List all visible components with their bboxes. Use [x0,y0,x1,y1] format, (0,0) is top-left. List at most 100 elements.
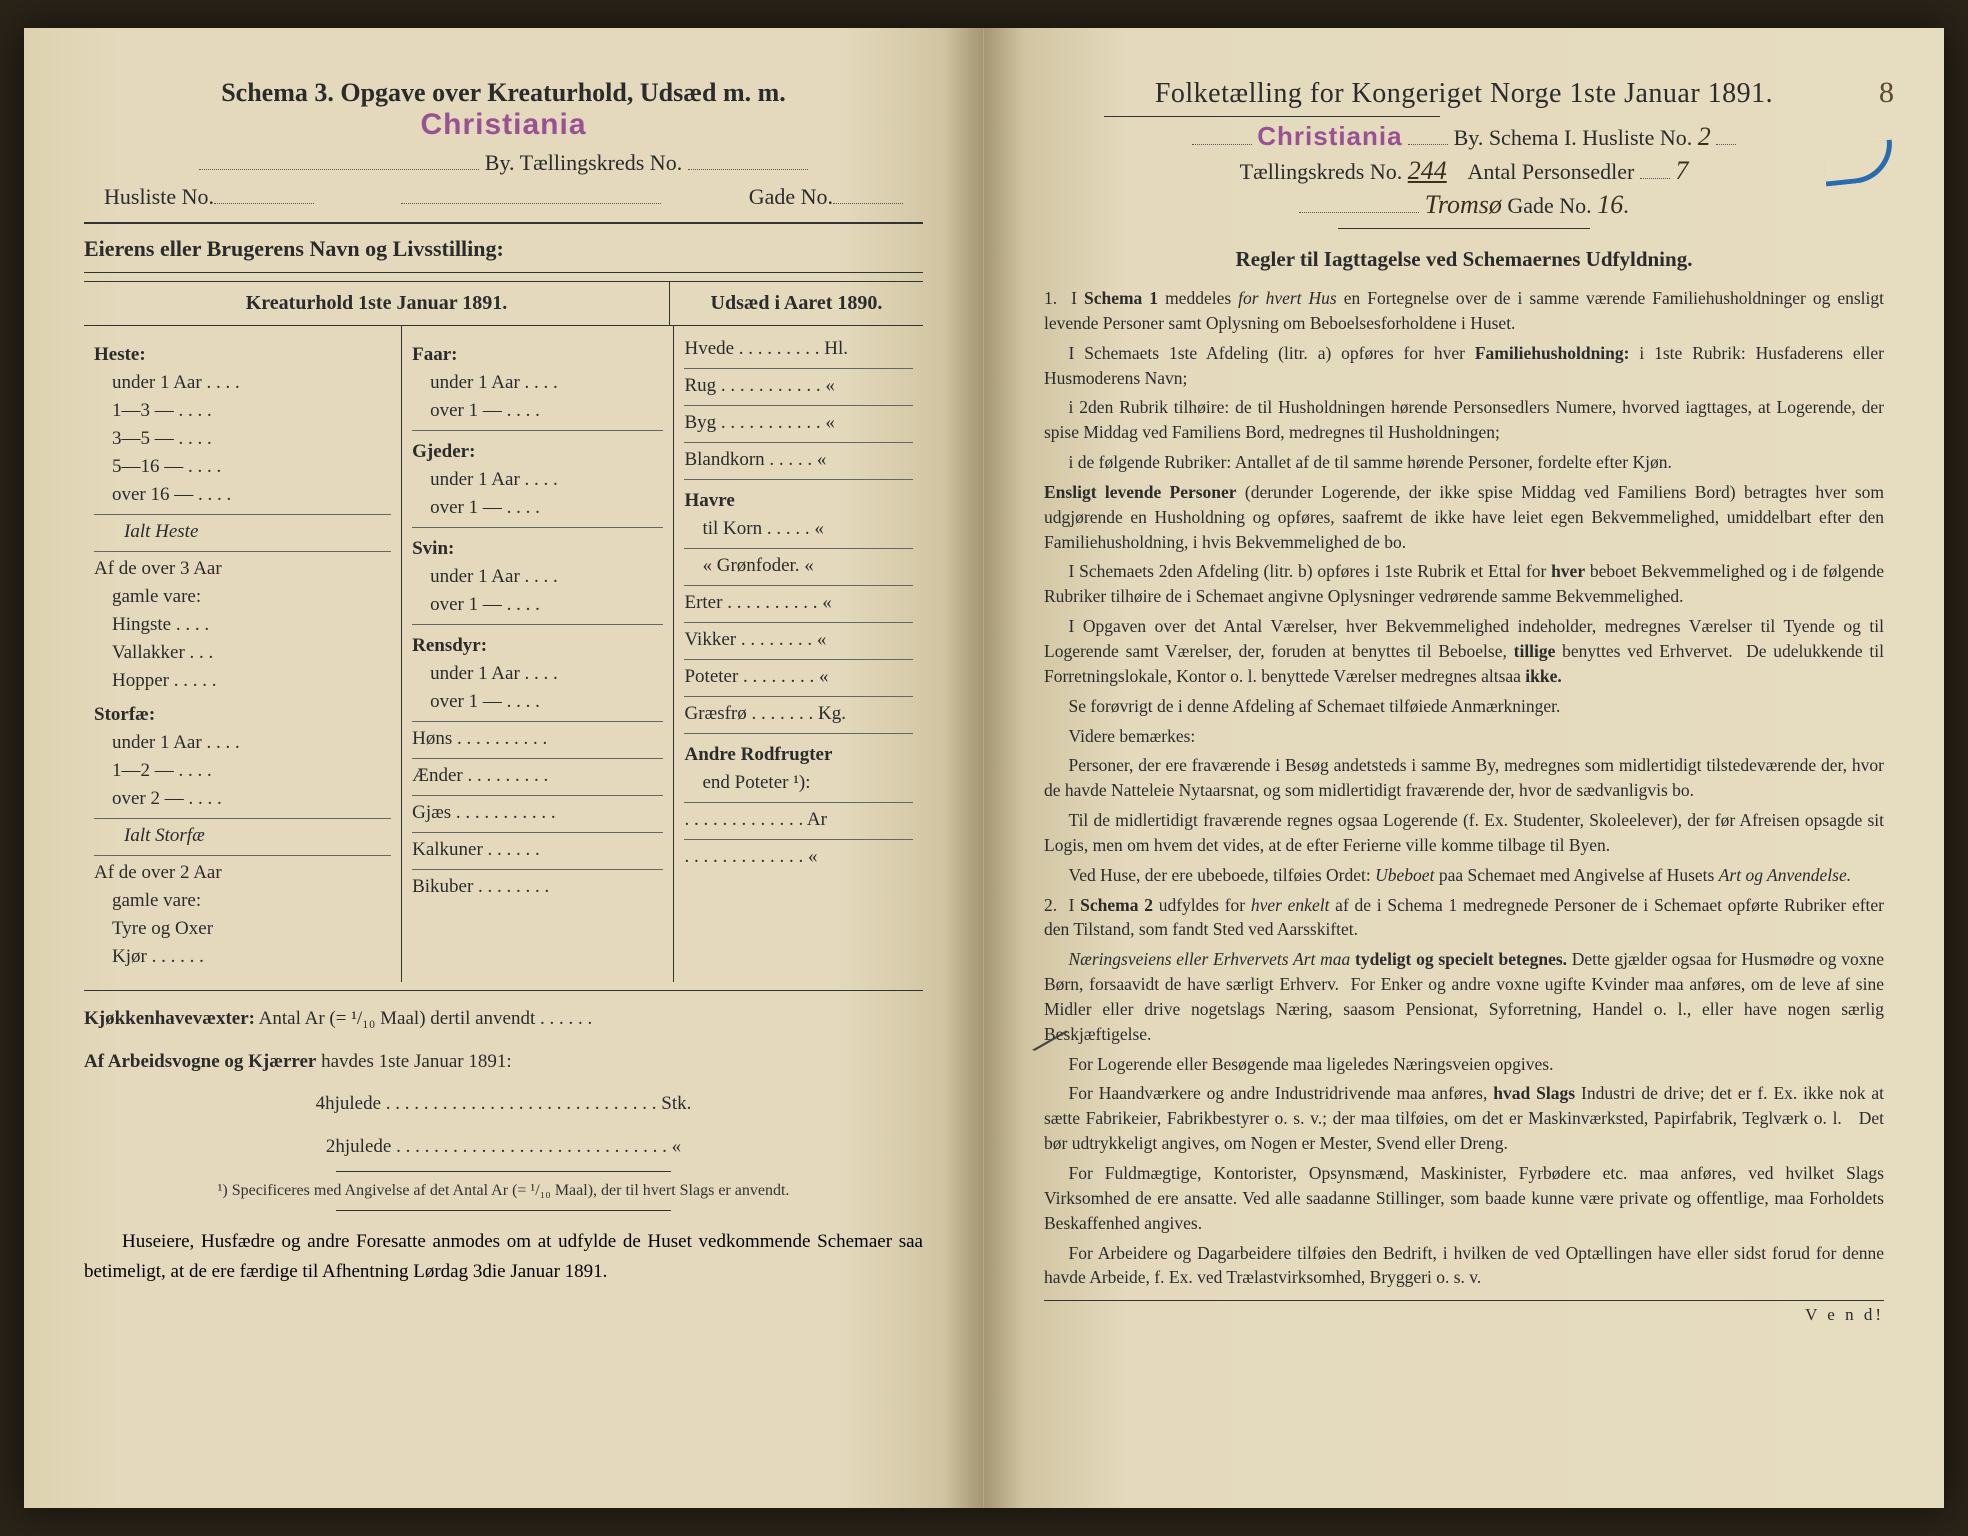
divider [412,527,663,528]
hvede: Hvede . . . . . . . . . Hl. [684,338,913,362]
col-a-head: Kreaturhold 1ste Januar 1891. [84,282,670,325]
p17: For Fuldmægtige, Kontorister, Opsynsmænd… [1044,1161,1884,1236]
blank [1716,123,1736,145]
hingste: Hingste . . . . [94,614,391,638]
row: 3—5 — . . . . [94,428,391,452]
arbeidsvogne: Af Arbeidsvogne og Kjærrer havdes 1ste J… [84,1048,923,1077]
line1-suffix: By. Schema I. Husliste No. [1454,125,1693,150]
p11: Til de midlertidigt fraværende regnes og… [1044,808,1884,858]
col-b: Faar: under 1 Aar . . . . over 1 — . . .… [402,326,674,982]
row: under 1 Aar . . . . [94,372,391,396]
heste-head: Heste: [94,344,391,368]
kreds-label: Tællingskreds No. [1240,159,1403,184]
kjokken-lbl: Kjøkkenhavevæxter: [84,1008,255,1029]
p6: I Schemaets 2den Afdeling (litr. b) opfø… [1044,559,1884,609]
p4: i de følgende Rubriker: Antallet af de t… [1044,450,1884,475]
hopper: Hopper . . . . . [94,670,391,694]
owner-label: Eierens eller Brugerens Navn og Livsstil… [84,236,923,262]
row: over 1 — . . . . [412,497,663,521]
divider [412,430,663,431]
rug: Rug . . . . . . . . . . . « [684,375,913,399]
twowheel: 2hjulede . . . . . . . . . . . . . . . .… [84,1133,923,1162]
kalkuner: Kalkuner . . . . . . [412,839,663,863]
kreds-hw: 244 [1408,156,1447,185]
divider [684,659,913,660]
rule [336,1210,672,1211]
divider [684,839,913,840]
row: over 1 — . . . . [412,400,663,424]
footnote: ¹) Specificeres med Angivelse af det Ant… [84,1182,923,1200]
rule [84,222,923,224]
divider [94,818,391,819]
divider [94,514,391,515]
divider [684,405,913,406]
rules-body: 1. I Schema 1 meddeles for hvert Hus en … [1044,286,1884,1290]
col-c: Hvede . . . . . . . . . Hl. Rug . . . . … [674,326,923,982]
divider [412,758,663,759]
divider [684,548,913,549]
left-page: Schema 3. Opgave over Kreaturhold, Udsæd… [24,28,984,1508]
row: over 2 — . . . . [94,788,391,812]
gamle: gamle vare: [94,586,391,610]
book-spread: Schema 3. Opgave over Kreaturhold, Udsæd… [24,28,1944,1508]
rules-title: Regler til Iagttagelse ved Schemaernes U… [1044,247,1884,272]
sedler-label: Antal Personsedler [1468,159,1635,184]
divider [684,622,913,623]
byg: Byg . . . . . . . . . . . « [684,412,913,436]
spine-shadow [984,28,1024,1508]
rule [84,272,923,273]
blank [1192,123,1252,145]
divider [412,869,663,870]
left-line1: By. Tællingskreds No. [84,148,923,176]
row: over 1 — . . . . [412,594,663,618]
blank [1408,123,1448,145]
rule [1104,116,1440,117]
vogn-lbl: Af Arbeidsvogne og Kjærrer [84,1051,316,1072]
row: under 1 Aar . . . . [412,663,663,687]
vend: V e n d! [1044,1300,1884,1325]
end-poteter: end Poteter ¹): [684,772,913,796]
rule [336,1171,672,1172]
vikker: Vikker . . . . . . . . « [684,629,913,653]
line1-by: By. Tællingskreds No. [485,150,682,175]
blank-field [401,182,661,204]
gamle2: gamle vare: [94,890,391,914]
divider [684,368,913,369]
blank [1640,157,1670,179]
row: over 1 — . . . . [412,691,663,715]
row: 1—2 — . . . . [94,760,391,784]
divider [684,802,913,803]
row: under 1 Aar . . . . [412,566,663,590]
gronfoder: « Grønfoder. « [684,555,913,579]
divider [412,624,663,625]
p16: For Haandværkere og andre Industridriven… [1044,1081,1884,1156]
divider [684,585,913,586]
p18: For Arbeidere og Dagarbeidere tilføies d… [1044,1241,1884,1291]
table-body: Heste: under 1 Aar . . . . 1—3 — . . . .… [84,326,923,982]
row: over 16 — . . . . [94,484,391,508]
svin-head: Svin: [412,538,663,562]
closing: Huseiere, Husfædre og andre Foresatte an… [84,1227,923,1288]
vallakker: Vallakker . . . [94,642,391,666]
row: under 1 Aar . . . . [412,469,663,493]
divider [94,855,391,856]
divider [684,479,913,480]
graesfro: Græsfrø . . . . . . . Kg. [684,703,913,727]
p15: For Logerende eller Besøgende maa ligele… [1044,1052,1884,1077]
fourwheel: 4hjulede . . . . . . . . . . . . . . . .… [84,1090,923,1119]
spine-shadow [943,28,983,1508]
blandkorn: Blandkorn . . . . . « [684,449,913,473]
divider [684,696,913,697]
row: 5—16 — . . . . [94,456,391,480]
over3: Af de over 3 Aar [94,558,391,582]
p14: Næringsveiens eller Erhvervets Art maa t… [1044,947,1884,1046]
fill-line-2: Tællingskreds No. 244 Antal Personsedler… [1044,156,1884,186]
left-line2: Husliste No. Gade No. [84,182,923,210]
fill-line-3: Tromsø Gade No. 16. [1044,190,1884,220]
aender: Ænder . . . . . . . . . [412,765,663,789]
over2: Af de over 2 Aar [94,862,391,886]
tilkorn: til Korn . . . . . « [684,518,913,542]
erter: Erter . . . . . . . . . . « [684,592,913,616]
row: under 1 Aar . . . . [94,732,391,756]
gade-label: Gade No. [1507,193,1591,218]
